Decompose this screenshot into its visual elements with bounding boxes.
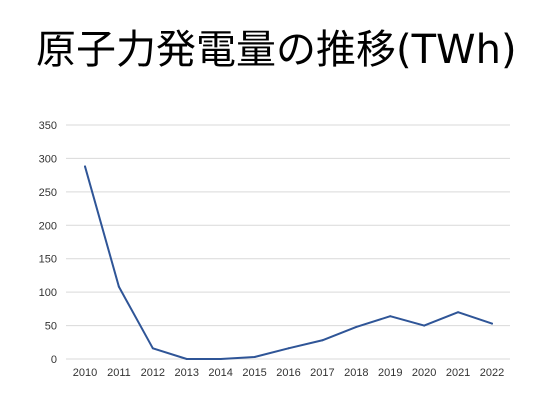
x-tick-label: 2010 — [73, 367, 97, 379]
x-tick-label: 2011 — [107, 367, 131, 379]
data-point-2021 — [457, 311, 460, 314]
y-tick-label: 250 — [39, 187, 57, 199]
x-tick-label: 2017 — [310, 367, 334, 379]
slide-title: 原子力発電量の推移(TWh) — [36, 27, 517, 73]
y-axis-tick-labels: 0 50 100 150 200 250 300 350 — [39, 120, 57, 366]
series-line-0 — [84, 165, 493, 360]
x-tick-label: 2022 — [480, 367, 504, 379]
data-point-2018 — [355, 325, 358, 328]
x-tick-label: 2019 — [378, 367, 402, 379]
gridlines — [66, 124, 510, 360]
data-point-2017 — [321, 339, 324, 342]
x-tick-label: 2013 — [175, 367, 199, 379]
y-tick-label: 150 — [39, 254, 57, 266]
x-axis-tick-labels: 2010 2011 2012 2013 2014 2015 2016 2017 2018 2019… — [73, 367, 504, 379]
data-point-2011 — [117, 285, 120, 288]
y-tick-label: 200 — [39, 220, 57, 232]
y-tick-label: 350 — [39, 120, 57, 132]
data-point-2010 — [84, 165, 86, 168]
y-tick-label: 50 — [45, 321, 57, 333]
x-tick-label: 2020 — [412, 367, 436, 379]
x-tick-label: 2021 — [446, 367, 470, 379]
x-tick-label: 2016 — [276, 367, 300, 379]
x-tick-label: 2012 — [141, 367, 165, 379]
data-point-2012 — [151, 347, 154, 350]
data-point-2019 — [389, 315, 392, 318]
data-point-2020 — [423, 324, 426, 327]
x-tick-label: 2014 — [208, 367, 232, 379]
y-tick-label: 300 — [39, 153, 57, 165]
series-lines — [84, 165, 493, 360]
x-tick-label: 2015 — [242, 367, 266, 379]
x-tick-label: 2018 — [344, 367, 368, 379]
data-point-2016 — [287, 347, 290, 350]
y-tick-label: 0 — [51, 354, 57, 366]
data-point-2013 — [185, 358, 188, 360]
data-point-2015 — [253, 355, 256, 358]
data-point-2022 — [491, 322, 493, 325]
data-point-2014 — [219, 358, 222, 360]
y-tick-label: 100 — [39, 287, 57, 299]
